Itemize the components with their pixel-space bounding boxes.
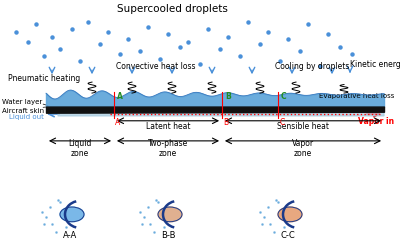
Text: Evaporative heat loss: Evaporative heat loss xyxy=(319,93,394,98)
Text: Vapor
zone: Vapor zone xyxy=(292,138,314,158)
Circle shape xyxy=(278,207,302,222)
Text: A-A: A-A xyxy=(63,231,77,240)
Text: Convective heat loss: Convective heat loss xyxy=(116,62,196,71)
Text: A: A xyxy=(117,92,123,101)
Text: C: C xyxy=(279,118,284,127)
Text: Liquid out: Liquid out xyxy=(8,114,44,120)
Text: Vapor in: Vapor in xyxy=(358,117,394,126)
Text: B-B: B-B xyxy=(161,231,175,240)
Circle shape xyxy=(158,207,182,222)
Text: Sensible heat: Sensible heat xyxy=(277,122,329,131)
Text: Two-phase
zone: Two-phase zone xyxy=(148,138,188,158)
Polygon shape xyxy=(58,112,384,116)
Text: Cooling by droplets: Cooling by droplets xyxy=(275,62,349,71)
Text: C-C: C-C xyxy=(281,231,295,240)
Text: Kinetic energy: Kinetic energy xyxy=(350,61,400,69)
Text: Aircraft skin: Aircraft skin xyxy=(2,108,44,114)
Text: A: A xyxy=(115,118,120,127)
Text: Water layer: Water layer xyxy=(2,99,42,105)
Text: B: B xyxy=(223,118,228,127)
Circle shape xyxy=(60,207,84,222)
Text: Liquid
zone: Liquid zone xyxy=(68,138,92,158)
Text: Latent heat: Latent heat xyxy=(146,122,190,131)
Text: Supercooled droplets: Supercooled droplets xyxy=(116,4,228,14)
Text: Pneumatic heating: Pneumatic heating xyxy=(8,74,80,83)
Text: C: C xyxy=(281,92,286,101)
Text: B: B xyxy=(225,92,230,101)
